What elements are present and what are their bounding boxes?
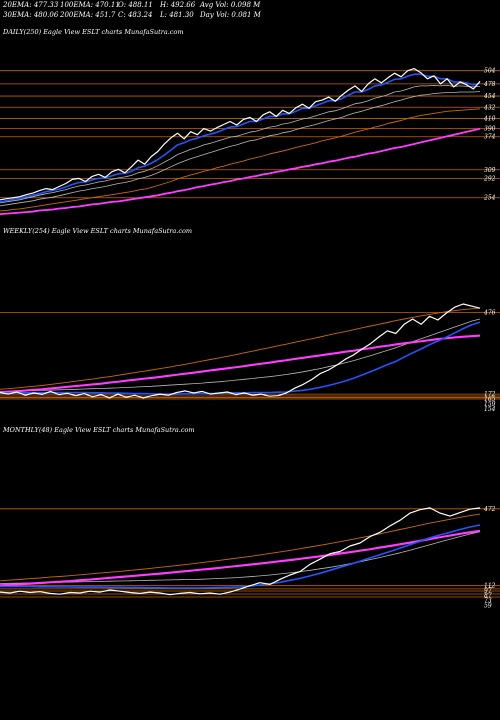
weekly-level-label: 165 — [484, 396, 496, 403]
stat-high: H: 492.66 — [160, 1, 196, 9]
weekly-price-line — [0, 303, 481, 399]
daily-ema-magenta-line — [0, 127, 481, 215]
stat-20ema: 20EMA: 477.33 — [3, 1, 59, 9]
stat-open: O: 488.11 — [118, 1, 153, 9]
monthly-level-label: 112 — [484, 583, 496, 590]
weekly-panel-title: WEEKLY(254) Eagle View ESLT charts Munaf… — [3, 227, 193, 235]
daily-ema-grey-1-line — [0, 85, 481, 204]
weekly-level-label: 154 — [484, 406, 496, 413]
weekly-ema-magenta-2-line — [0, 335, 481, 394]
weekly-level-label: 172 — [484, 391, 496, 398]
stat-100ema: 100EMA: 470.11 — [60, 1, 120, 9]
monthly-ema-magenta-2-line — [0, 530, 481, 587]
monthly-level-label: 472 — [483, 506, 496, 513]
monthly-level-label: 87 — [484, 593, 492, 600]
daily-ema-orange-line — [0, 108, 481, 212]
daily-panel-title: DAILY(250) Eagle View ESLT charts Munafa… — [3, 28, 184, 36]
stat-30ema: 30EMA: 480.06 — [3, 11, 59, 19]
daily-ema-grey-2-line — [0, 91, 481, 207]
stat-close: C: 483.24 — [118, 11, 153, 19]
daily-ema-fast-line — [0, 73, 481, 203]
weekly-level-label: 476 — [483, 310, 496, 317]
daily-level-label: 309 — [484, 167, 496, 174]
weekly-level-label: 159 — [484, 401, 496, 408]
daily-level-label: 410 — [483, 115, 496, 122]
monthly-ema-grey-line — [0, 531, 481, 584]
daily-level-label: 478 — [483, 81, 496, 88]
stat-200ema: 200EMA: 451.7 — [60, 11, 116, 19]
stat-avg-vol: Avg Vol: 0.098 M — [200, 1, 261, 9]
monthly-price-line — [0, 507, 481, 596]
weekly-ema-magenta-line — [0, 334, 481, 393]
daily-level-label: 390 — [484, 126, 496, 133]
daily-level-label: 374 — [484, 134, 496, 141]
monthly-ema-fast-line — [0, 524, 481, 589]
monthly-panel-title: MONTHLY(48) Eagle View ESLT charts Munaf… — [3, 426, 195, 434]
monthly-level-label: 97 — [484, 588, 492, 595]
daily-level-label: 292 — [483, 175, 496, 182]
weekly-ema-fast-line — [0, 321, 481, 395]
monthly-ema-orange-line — [0, 513, 481, 582]
monthly-level-label: 73 — [484, 598, 492, 605]
daily-level-label: 504 — [484, 68, 496, 75]
daily-level-label: 432 — [483, 104, 496, 111]
stat-low: L: 481.30 — [160, 11, 194, 19]
weekly-ema-grey-line — [0, 318, 481, 392]
daily-level-label: 254 — [483, 195, 496, 202]
monthly-ema-magenta-line — [0, 529, 481, 586]
daily-ema-magenta-2-line — [0, 128, 481, 215]
daily-price-line — [0, 68, 481, 201]
monthly-level-label: 59 — [484, 603, 492, 610]
stat-day-vol: Day Vol: 0.081 M — [200, 11, 261, 19]
daily-level-label: 454 — [483, 93, 496, 100]
weekly-ema-orange-line — [0, 307, 481, 390]
